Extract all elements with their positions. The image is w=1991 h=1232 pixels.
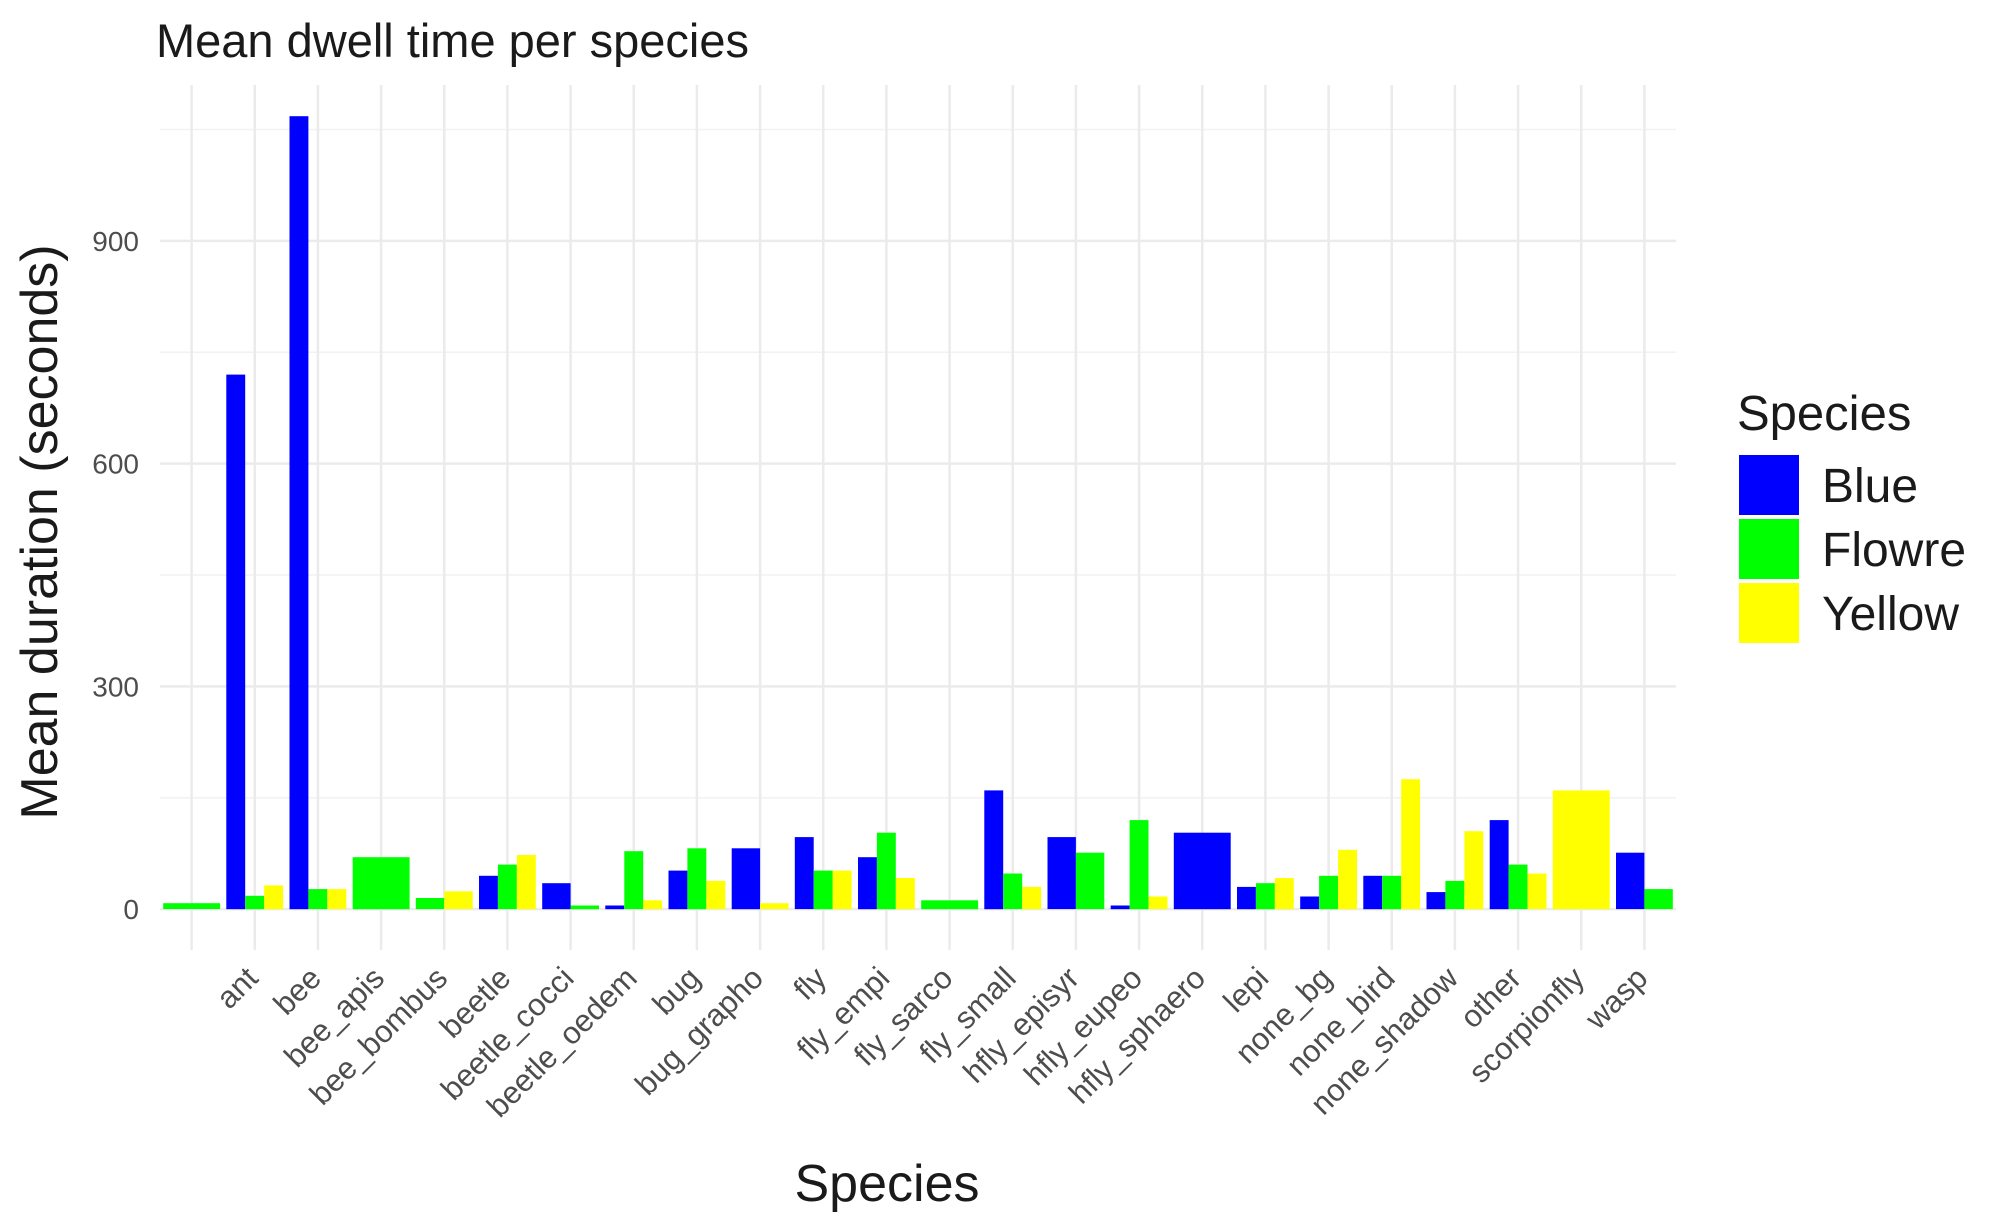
bar-flowre-none_bird [1382,875,1402,910]
bar-blue-hfly_sphaero [1173,832,1231,910]
bar-yellow-beetle [516,855,536,910]
legend-title: Species [1737,387,1911,441]
x-tick-label: fly [787,960,834,1007]
bar-yellow-bug_grapho [760,903,789,910]
bar-flowre-beetle [497,864,517,910]
legend-label-yellow: Yellow [1822,588,1959,641]
bar-yellow-bug [706,880,726,910]
y-tick-label: 0 [123,894,139,925]
bar-flowre-bee_apis [352,857,410,910]
x-axis-ticks: ant beebee_apisbee_bombusbeetlebeetle_coc… [209,960,1654,1124]
x-tick-label: ant [209,960,264,1015]
bar-yellow-bee_bombus [444,891,473,910]
bar-yellow-fly [832,870,852,910]
bar-yellow-scorpionfly [1552,790,1610,910]
bar-flowre-fly_small [1003,873,1023,910]
bar-blue-none_shadow [1426,892,1446,910]
legend-label-blue: Blue [1822,460,1918,513]
bar-blue-bug_grapho [731,848,761,910]
bar-blue-none_bird [1363,875,1383,910]
bar-blue-beetle [479,875,498,910]
y-axis-title: Mean duration (seconds) [11,244,69,819]
bar-blue-none_bg [1300,896,1320,910]
bar-flowre-hfly_episyr [1075,852,1105,910]
bar-yellow-none_bird [1401,779,1421,910]
bar-flowre-wasp [1644,889,1673,910]
bar-blue-fly_small [984,790,1004,910]
bar-flowre-bee [308,889,328,910]
bar-flowre-other [1508,864,1528,910]
bar-blue-wasp [1616,852,1645,910]
bar-blue-beetle_oedem [605,905,625,910]
bar-flowre-fly [813,870,833,910]
bar-blue-fly_empi [858,857,877,910]
bar-flowre-none_bg [1319,875,1338,910]
bar-yellow-fly_empi [895,878,915,910]
y-tick-label: 600 [92,449,139,480]
bar-yellow-hfly_eupeo [1148,896,1168,910]
bar-flowre-beetle_oedem [624,851,644,910]
bar-flowre-blank [163,903,221,910]
legend-swatch-blue [1739,455,1799,515]
bar-blue-hfly_eupeo [1110,905,1130,910]
bars [163,116,1673,910]
bar-flowre-bee_bombus [415,898,445,910]
bar-blue-ant [226,374,246,910]
y-tick-label: 300 [92,671,139,702]
bar-blue-other [1489,820,1509,910]
bar-blue-lepi [1237,886,1256,910]
grid [160,85,1676,950]
bar-flowre-ant [245,895,265,910]
y-axis-ticks: 0 300 600 900 [92,226,139,925]
bar-flowre-beetle_cocci [570,905,599,910]
x-tick-label: wasp [1578,960,1655,1037]
x-axis-title: Species [795,1155,980,1213]
bar-yellow-other [1527,873,1547,910]
bar-flowre-fly_sarco [921,900,979,910]
bar-yellow-bee [327,889,347,910]
bar-yellow-ant [264,885,284,910]
bar-yellow-none_shadow [1464,831,1484,910]
bar-blue-fly [794,837,814,910]
bar-flowre-lepi [1255,883,1275,910]
legend: Species Blue Flowre Yellow [1737,387,1966,643]
bar-yellow-lepi [1274,878,1294,910]
chart-title: Mean dwell time per species [156,14,749,67]
bar-blue-hfly_episyr [1047,837,1076,910]
legend-swatch-flowre [1739,519,1799,579]
y-tick-label: 900 [92,226,139,257]
legend-swatch-yellow [1739,583,1799,643]
bar-flowre-none_shadow [1445,880,1465,910]
bar-yellow-fly_small [1022,886,1042,910]
bar-flowre-bug [687,848,707,910]
bar-yellow-none_bg [1338,849,1357,910]
bar-yellow-beetle_oedem [643,900,663,910]
bar-blue-bee [289,116,309,910]
legend-label-flowre: Flowre [1822,524,1966,577]
bar-flowre-fly_empi [876,832,896,910]
bar-blue-beetle_cocci [542,883,571,910]
bar-flowre-hfly_eupeo [1129,820,1149,910]
bar-blue-bug [668,870,688,910]
